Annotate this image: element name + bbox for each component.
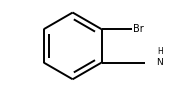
Text: H: H	[157, 47, 163, 56]
Text: Br: Br	[133, 24, 144, 34]
Text: N: N	[157, 58, 163, 67]
